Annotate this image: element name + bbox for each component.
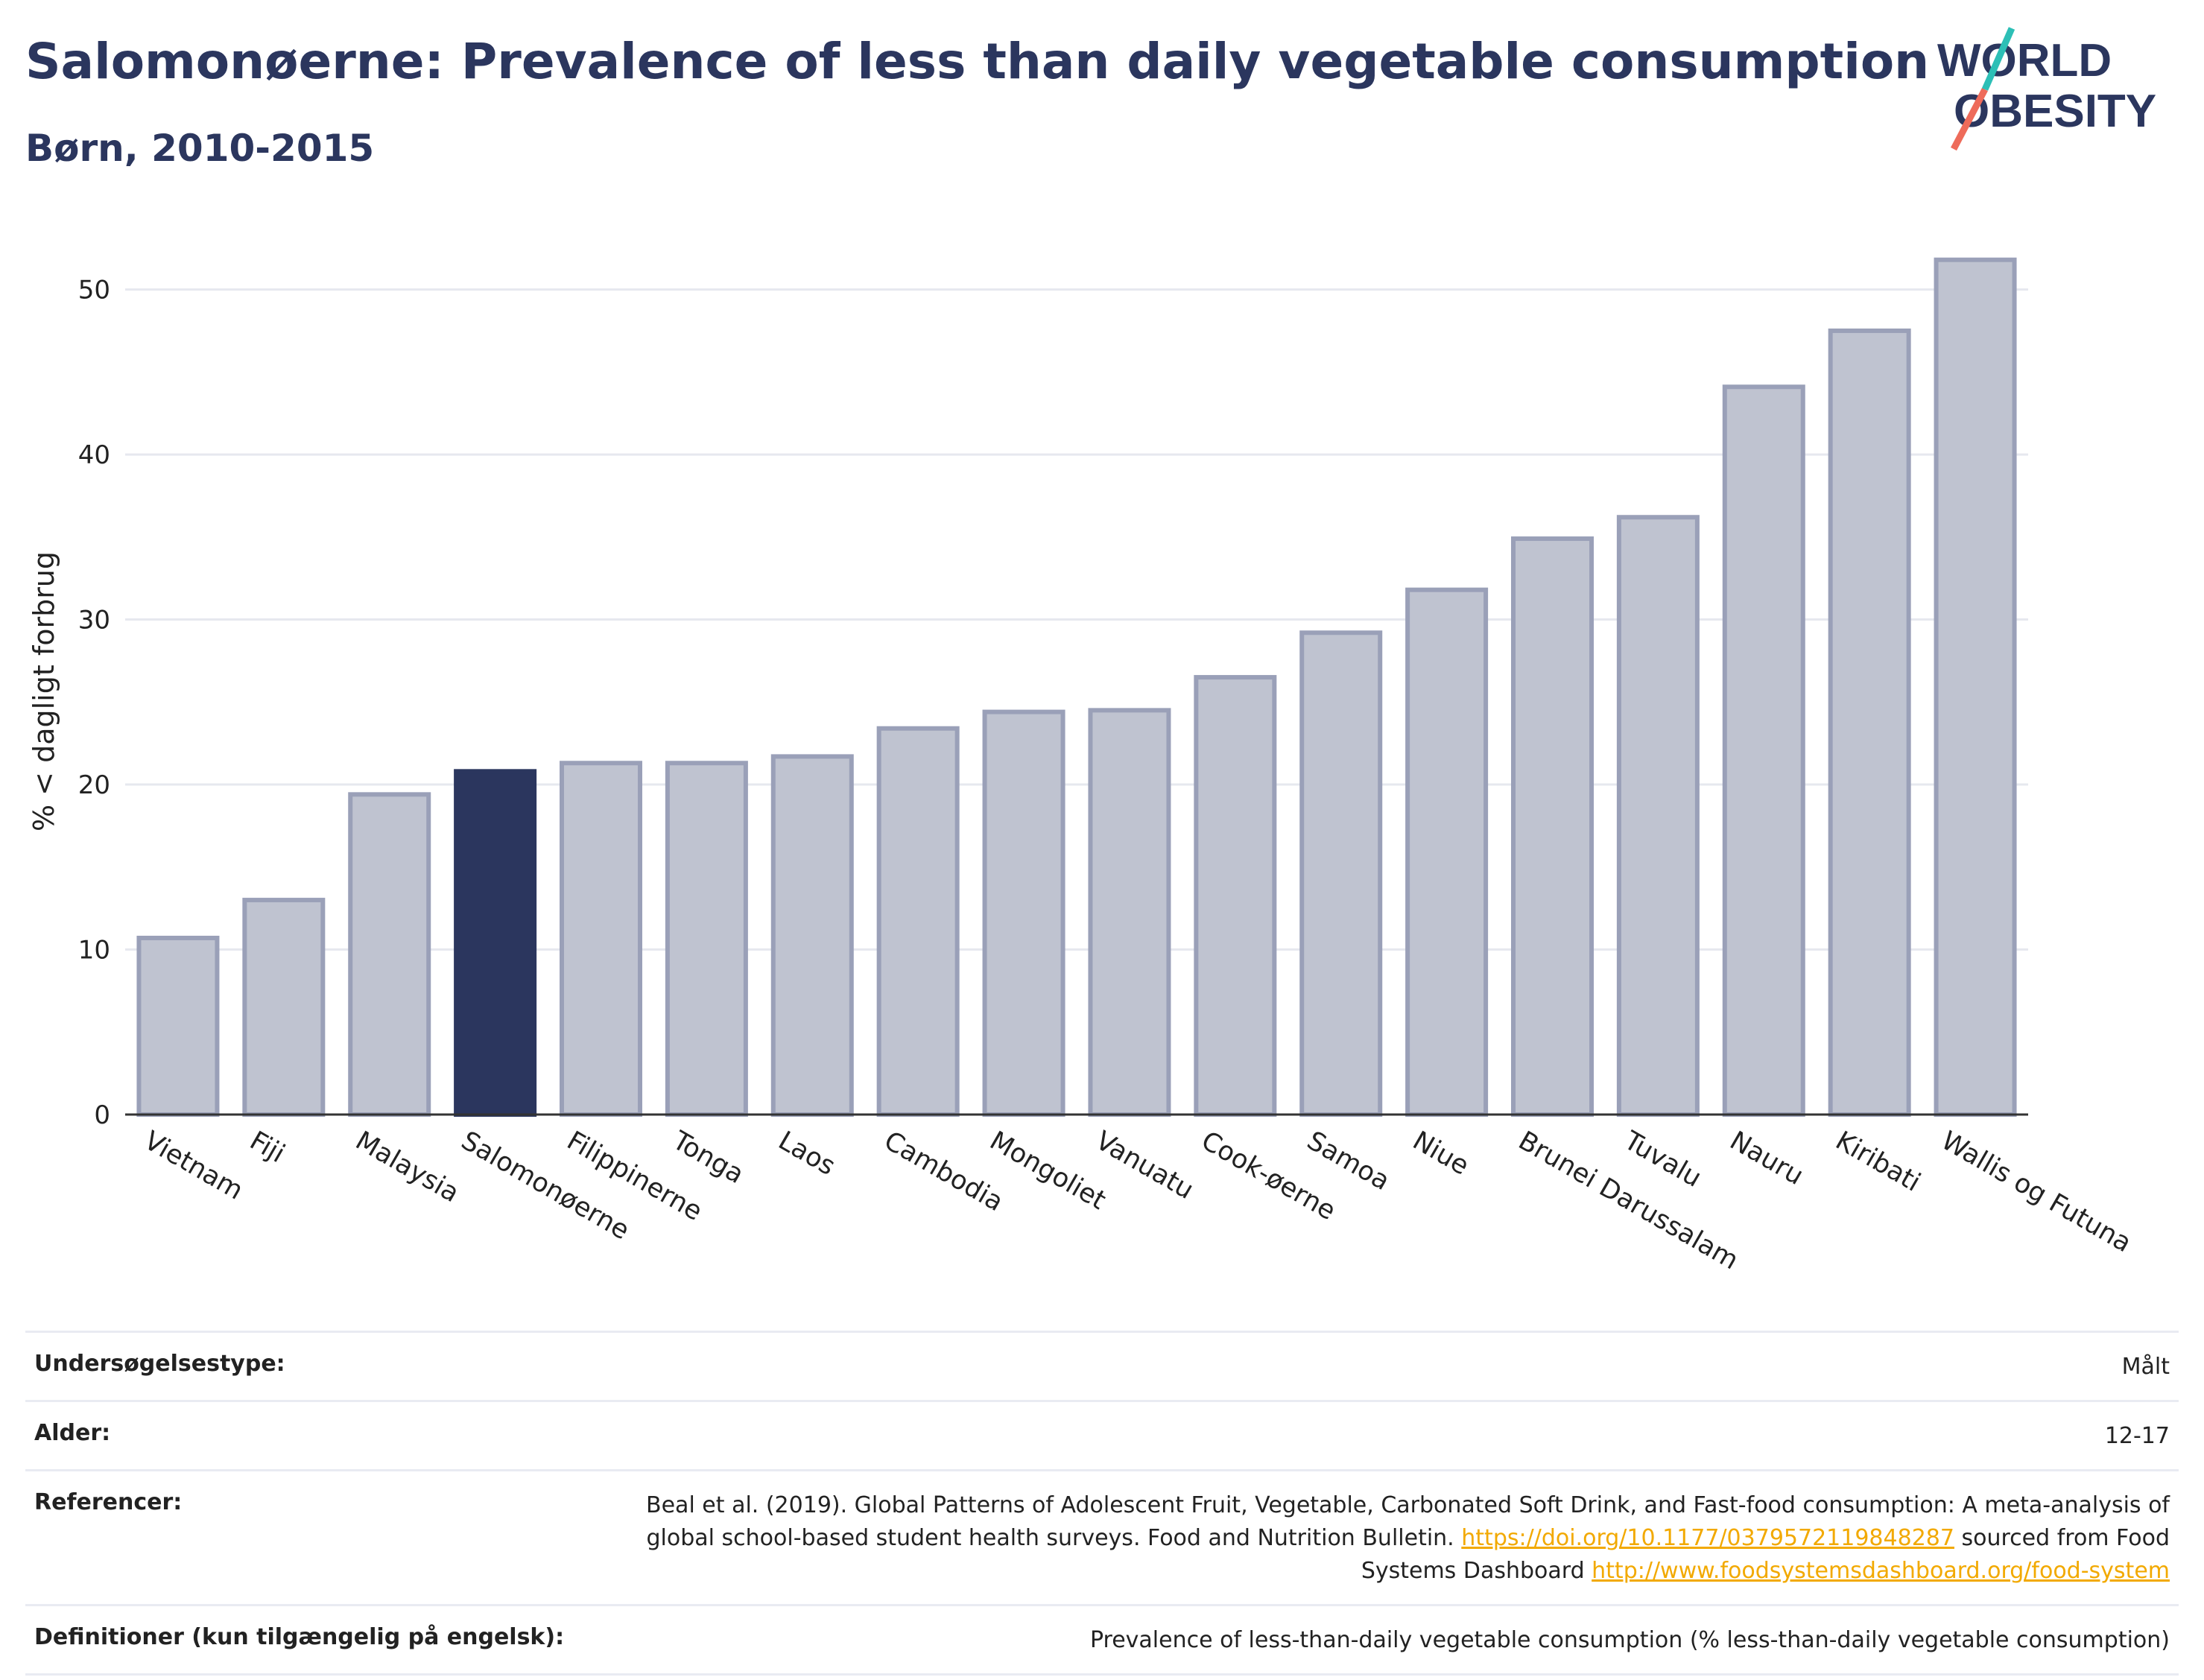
x-category-label: Nauru xyxy=(1725,1126,1808,1191)
definitions-value: Prevalence of less-than-daily vegetable … xyxy=(1089,1627,2170,1653)
age-value: 12-17 xyxy=(2104,1423,2170,1449)
doi-link[interactable]: https://doi.org/10.1177/0379572119848287 xyxy=(1461,1525,1954,1551)
svg-text:WORLD: WORLD xyxy=(1937,35,2112,86)
survey-type-value: Målt xyxy=(2121,1354,2170,1380)
y-tick-label: 10 xyxy=(78,936,110,966)
reference-source-text: sourced from Food Systems Dashboard xyxy=(1361,1525,2170,1584)
x-category-label: Fiji xyxy=(244,1126,290,1169)
info-row-age: Alder: 12-17 xyxy=(25,1402,2179,1471)
x-category-label: Laos xyxy=(773,1126,840,1182)
info-row-references: Referencer: Beal et al. (2019). Global P… xyxy=(25,1471,2179,1606)
references-label: Referencer: xyxy=(34,1489,183,1515)
y-tick-label: 40 xyxy=(78,440,110,470)
bar-niue[interactable] xyxy=(1405,587,1489,1117)
bar-wallis-og-futuna[interactable] xyxy=(1934,257,2017,1117)
bar-tuvalu[interactable] xyxy=(1616,515,1700,1117)
food-systems-link[interactable]: http://www.foodsystemsdashboard.org/food… xyxy=(1592,1558,2170,1584)
chart-title: Salomonøerne: Prevalence of less than da… xyxy=(25,33,1930,90)
definitions-label: Definitioner (kun tilgængelig på engelsk… xyxy=(34,1624,565,1650)
bar-tonga[interactable] xyxy=(665,761,748,1117)
y-tick-label: 30 xyxy=(78,606,110,635)
info-row-definitions: Definitioner (kun tilgængelig på engelsk… xyxy=(25,1606,2179,1676)
bar-vietnam[interactable] xyxy=(136,936,220,1117)
x-category-label: Niue xyxy=(1407,1126,1474,1181)
gridlines xyxy=(125,288,2028,951)
bar-brunei-darussalam[interactable] xyxy=(1511,536,1594,1117)
survey-type-label: Undersøgelsestype: xyxy=(34,1351,285,1377)
bar-vanuatu[interactable] xyxy=(1088,708,1171,1117)
info-table: Undersøgelsestype: Målt Alder: 12-17 Ref… xyxy=(25,1331,2179,1676)
bar-malaysia[interactable] xyxy=(348,792,431,1117)
x-category-label: Malaysia xyxy=(350,1126,463,1208)
bar-mongoliet[interactable] xyxy=(982,709,1065,1117)
world-obesity-logo: WORLD OBESITY xyxy=(1937,27,2156,151)
y-axis-title: % < dagligt forbrug xyxy=(28,551,60,831)
bar-filippinerne[interactable] xyxy=(560,761,642,1117)
bar-fiji[interactable] xyxy=(242,898,326,1118)
chart-subtitle: Børn, 2010-2015 xyxy=(25,127,375,170)
bar-nauru[interactable] xyxy=(1722,384,1805,1117)
x-category-label: Vietnam xyxy=(139,1126,247,1206)
x-category-label: Tonga xyxy=(667,1126,749,1190)
bar-cook-øerne[interactable] xyxy=(1194,675,1277,1117)
age-label: Alder: xyxy=(34,1420,111,1446)
x-category-label: Cambodia xyxy=(879,1126,1008,1217)
info-row-survey-type: Undersøgelsestype: Målt xyxy=(25,1333,2179,1402)
x-category-label: Tuvalu xyxy=(1618,1126,1706,1194)
y-tick-labels: 0 10 20 30 40 50 xyxy=(78,276,110,1130)
bar-cambodia[interactable] xyxy=(876,726,960,1117)
svg-text:OBESITY: OBESITY xyxy=(1954,86,2156,137)
y-tick-label: 50 xyxy=(78,276,110,305)
references-value: Beal et al. (2019). Global Patterns of A… xyxy=(598,1489,2170,1588)
bar-samoa[interactable] xyxy=(1299,630,1383,1117)
bar-kiribati[interactable] xyxy=(1828,328,1911,1117)
x-category-label: Mongoliet xyxy=(985,1126,1111,1216)
reference-text: Beal et al. (2019). Global Patterns of A… xyxy=(646,1492,2170,1551)
bars xyxy=(136,257,2017,1118)
x-category-label: Wallis og Futuna xyxy=(1937,1126,2137,1258)
y-tick-label: 0 xyxy=(94,1100,110,1130)
x-category-label: Kiribati xyxy=(1831,1126,1925,1198)
bar-laos[interactable] xyxy=(770,754,854,1117)
y-tick-label: 20 xyxy=(78,770,110,800)
bar-salomonøerne[interactable] xyxy=(454,769,537,1117)
